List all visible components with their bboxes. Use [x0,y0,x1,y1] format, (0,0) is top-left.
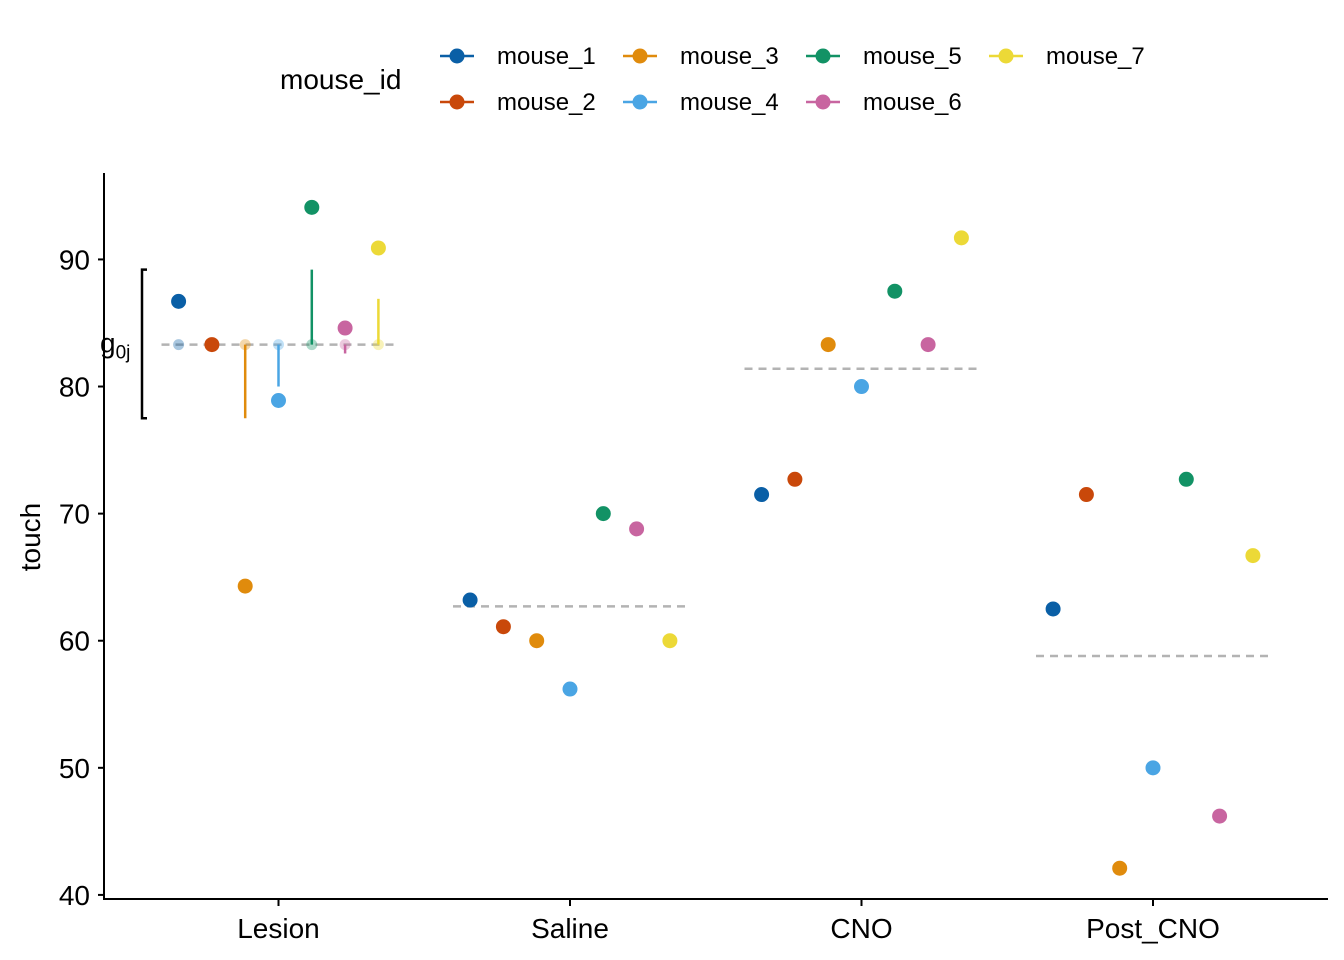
data-point [304,199,320,215]
plot-area: g0j [100,199,1270,876]
data-point [495,619,511,635]
mean-marker [273,339,284,351]
data-point [1245,548,1261,564]
data-point [271,393,286,409]
y-tick-label: 80 [59,372,90,403]
data-point [171,293,187,309]
data-point [1212,808,1228,824]
legend-item: mouse_5 [806,43,962,70]
legend-label: mouse_3 [680,43,779,70]
data-point [1112,860,1128,876]
y-tick-label: 90 [59,244,90,275]
data-point [1045,601,1061,617]
data-point [370,240,386,256]
data-point [787,471,803,487]
y-tick-label: 50 [59,753,90,784]
data-point [754,487,770,503]
legend-key-point [449,94,465,110]
data-point [854,379,869,395]
x-tick-label: CNO [830,913,892,944]
x-tick-label: Saline [531,913,609,944]
legend-label: mouse_1 [497,43,596,70]
annotation-bracket [140,268,147,420]
legend-item: mouse_4 [623,89,779,116]
x-tick-label: Lesion [237,913,320,944]
legend-label: mouse_7 [1046,43,1145,70]
legend-key-point [998,48,1014,64]
legend-item: mouse_6 [806,89,962,116]
axes: touch 40 50 60 70 80 90 Lesion Saline CNO Post_CN… [15,173,1328,944]
data-point [462,592,478,608]
legend-key-point [815,94,831,110]
annotation-subscript: 0j [116,343,131,364]
annotation-symbol: g [100,328,116,359]
legend-label: mouse_5 [863,43,962,70]
legend-label: mouse_6 [863,89,962,116]
x-tick-label: Post_CNO [1086,913,1220,944]
legend-title: mouse_id [280,64,401,95]
data-point [629,521,645,537]
data-point [1078,487,1094,503]
data-point [920,337,936,353]
legend-key-point [632,94,648,110]
data-point [595,506,611,522]
y-tick-label: 70 [59,499,90,530]
legend-item: mouse_2 [440,89,596,116]
data-point [237,578,253,594]
data-point [820,337,836,353]
legend-item: mouse_1 [440,43,596,70]
legend-label: mouse_4 [680,89,779,116]
data-point [1145,760,1161,776]
mean-marker [173,339,185,351]
mean-marker [339,339,351,351]
data-point [204,337,220,353]
data-point [887,283,903,299]
data-point [662,633,678,649]
legend-label: mouse_2 [497,89,596,116]
data-point [953,230,969,246]
data-point [562,681,578,697]
data-point [1178,471,1194,487]
y-axis-title: touch [15,503,46,572]
mean-marker [372,339,384,351]
legend-key-point [815,48,831,64]
mean-marker [239,339,251,351]
y-tick-label: 40 [59,880,90,911]
data-point [529,633,545,649]
data-point [337,320,353,336]
mean-marker [306,339,318,351]
y-tick-label: 60 [59,626,90,657]
legend-item: mouse_7 [989,43,1145,70]
legend: mouse_id mouse_1 mouse_2 mouse_3 mouse_4 mou… [280,43,1145,116]
legend-item: mouse_3 [623,43,779,70]
legend-key-point [449,48,465,64]
legend-key-point [632,48,648,64]
